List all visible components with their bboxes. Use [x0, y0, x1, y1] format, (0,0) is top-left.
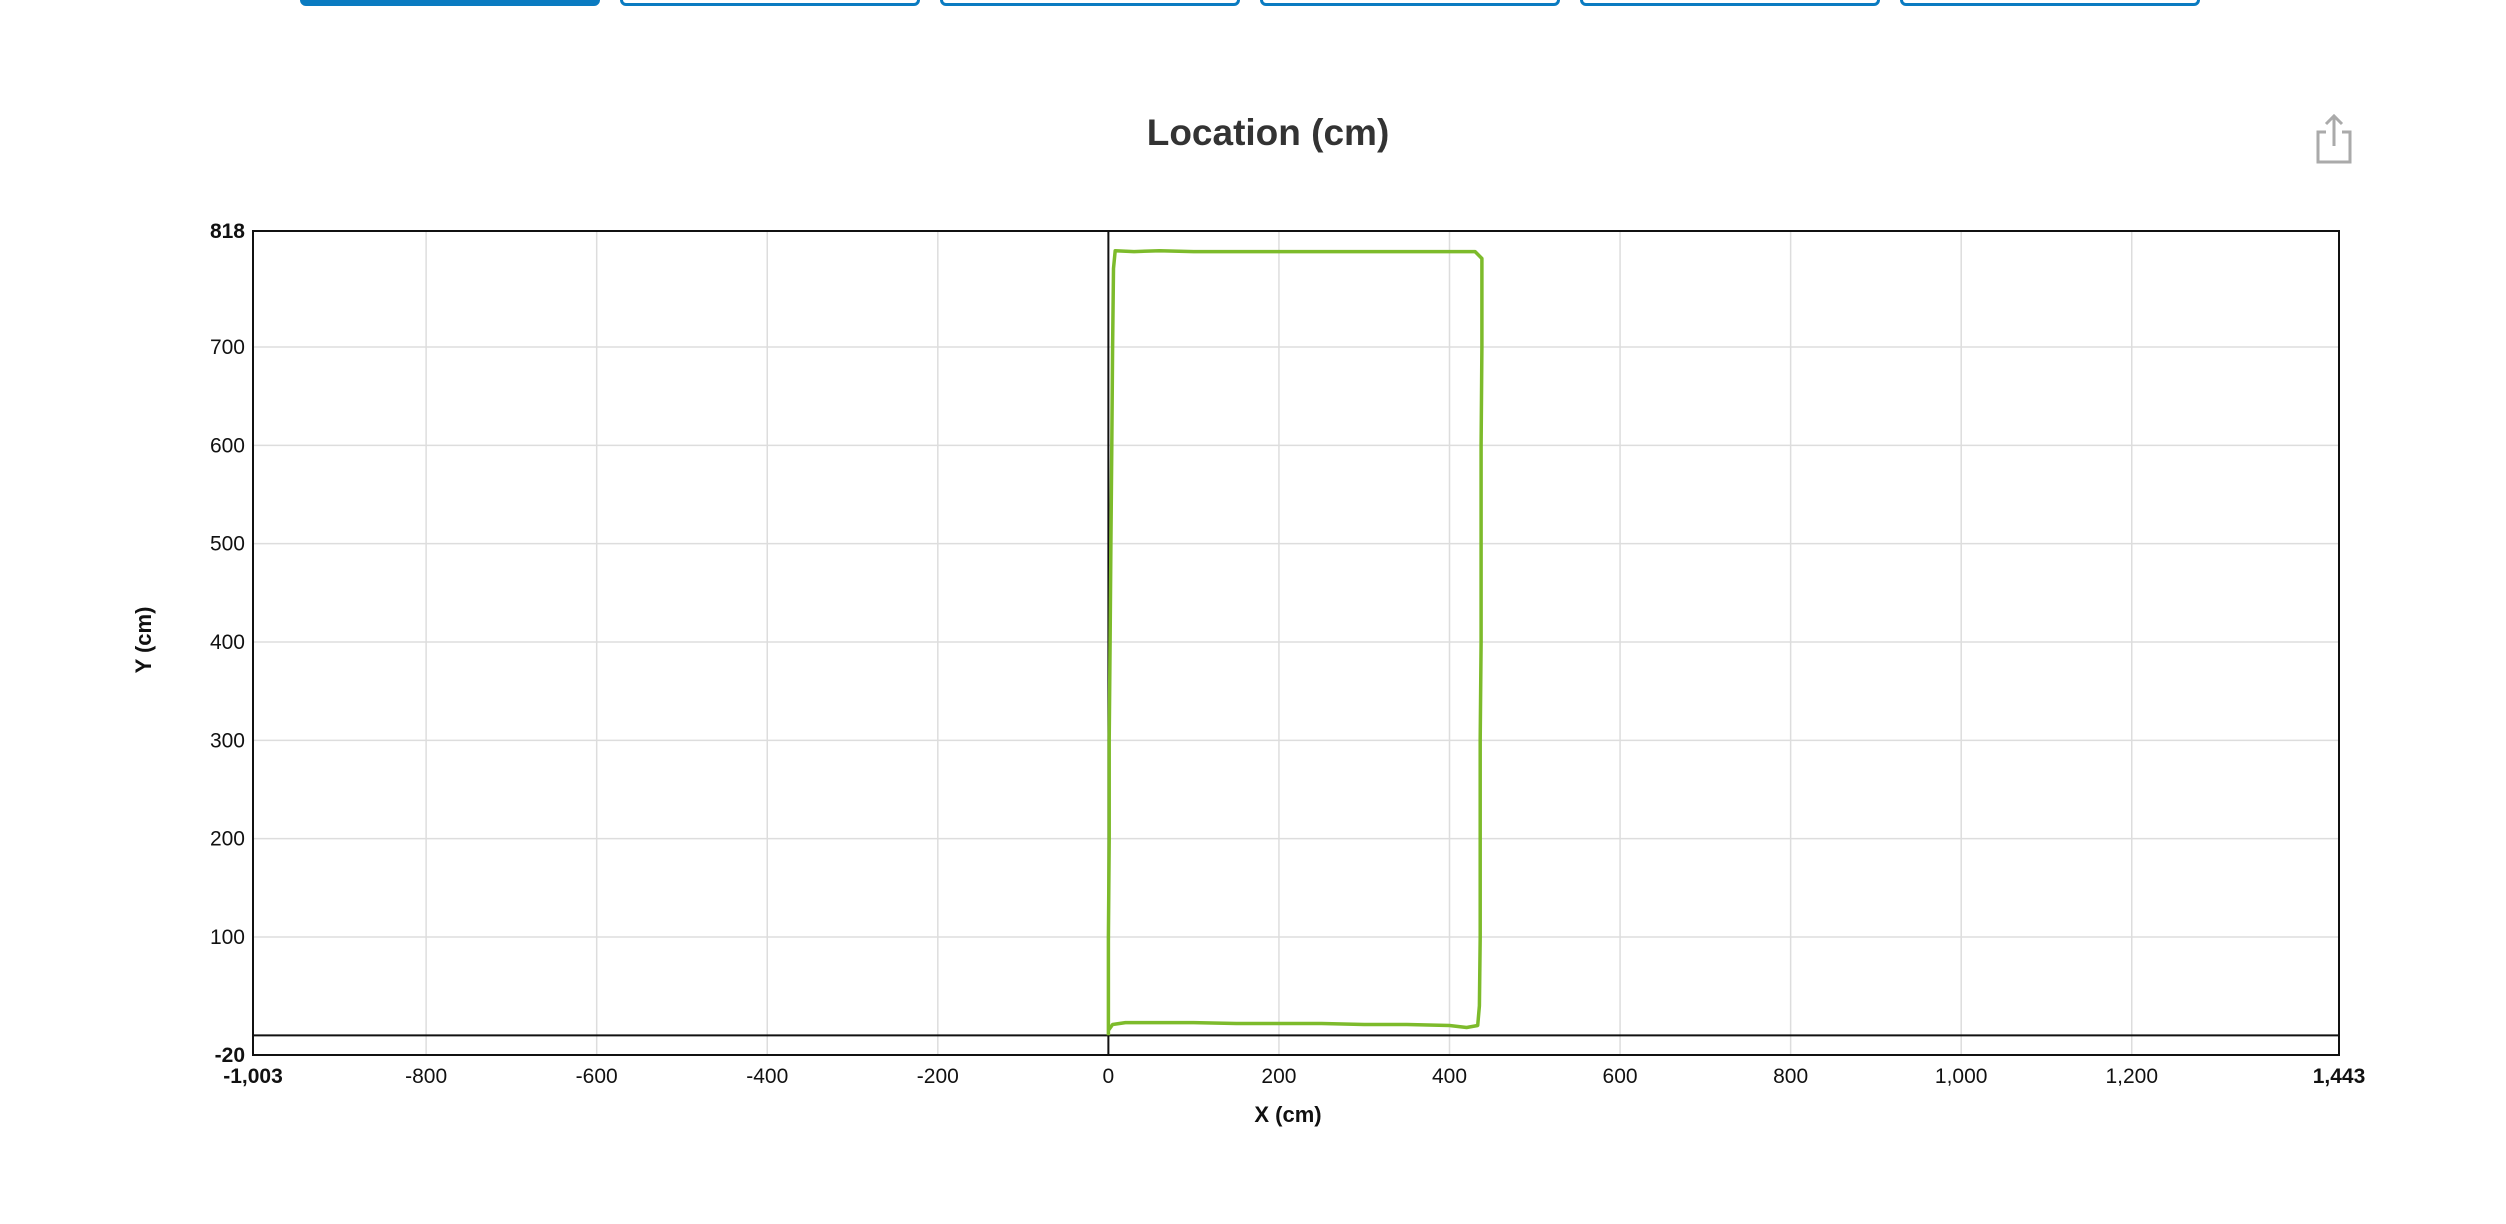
tab-3[interactable] [940, 0, 1240, 6]
x-axis-title: X (cm) [1254, 1102, 1321, 1127]
series-line [1106, 248, 1484, 1036]
plot-frame [252, 230, 2340, 1056]
x-tick-label: 800 [1773, 1065, 1808, 1088]
share-button[interactable] [2310, 110, 2358, 168]
grid-lines [253, 231, 2339, 1055]
y-tick-labels: -20 100 200 300 400 500 600 700 818 [210, 220, 245, 1067]
tab-strip [0, 0, 2506, 12]
axes [252, 230, 2340, 1056]
x-tick-label: 1,200 [2105, 1065, 2158, 1088]
tab-6[interactable] [1900, 0, 2200, 6]
x-tick-label: -1,003 [223, 1065, 283, 1088]
y-tick-label: 600 [210, 434, 245, 457]
y-tick-label: 200 [210, 828, 245, 851]
series-layer [1106, 248, 1484, 1036]
tab-5[interactable] [1580, 0, 1880, 6]
tab-1[interactable] [300, 0, 600, 6]
x-tick-label: -400 [746, 1065, 788, 1088]
y-axis-title: Y (cm) [131, 607, 156, 674]
x-tick-label: 1,443 [2313, 1065, 2366, 1088]
tab-4[interactable] [1260, 0, 1560, 6]
x-tick-label: 0 [1103, 1065, 1115, 1088]
y-tick-label: 818 [210, 220, 245, 243]
chart-title: Location (cm) [1146, 112, 1390, 153]
y-tick-label: 100 [210, 926, 245, 949]
x-tick-label: 1,000 [1935, 1065, 1988, 1088]
y-tick-label: 500 [210, 533, 245, 556]
x-tick-label: 200 [1261, 1065, 1296, 1088]
x-tick-label: -800 [405, 1065, 447, 1088]
x-tick-label: 600 [1603, 1065, 1638, 1088]
x-tick-label: -600 [576, 1065, 618, 1088]
y-tick-label: 300 [210, 729, 245, 752]
y-tick-label: -20 [215, 1044, 245, 1067]
x-tick-labels: -1,003 -800 -600 -400 -200 0 200 400 600 800 1,000… [223, 1065, 2365, 1088]
share-icon [2316, 113, 2352, 164]
x-tick-label: -200 [917, 1065, 959, 1088]
y-tick-label: 400 [210, 631, 245, 654]
tab-2[interactable] [620, 0, 920, 6]
y-tick-label: 700 [210, 336, 245, 359]
x-tick-label: 400 [1432, 1065, 1467, 1088]
